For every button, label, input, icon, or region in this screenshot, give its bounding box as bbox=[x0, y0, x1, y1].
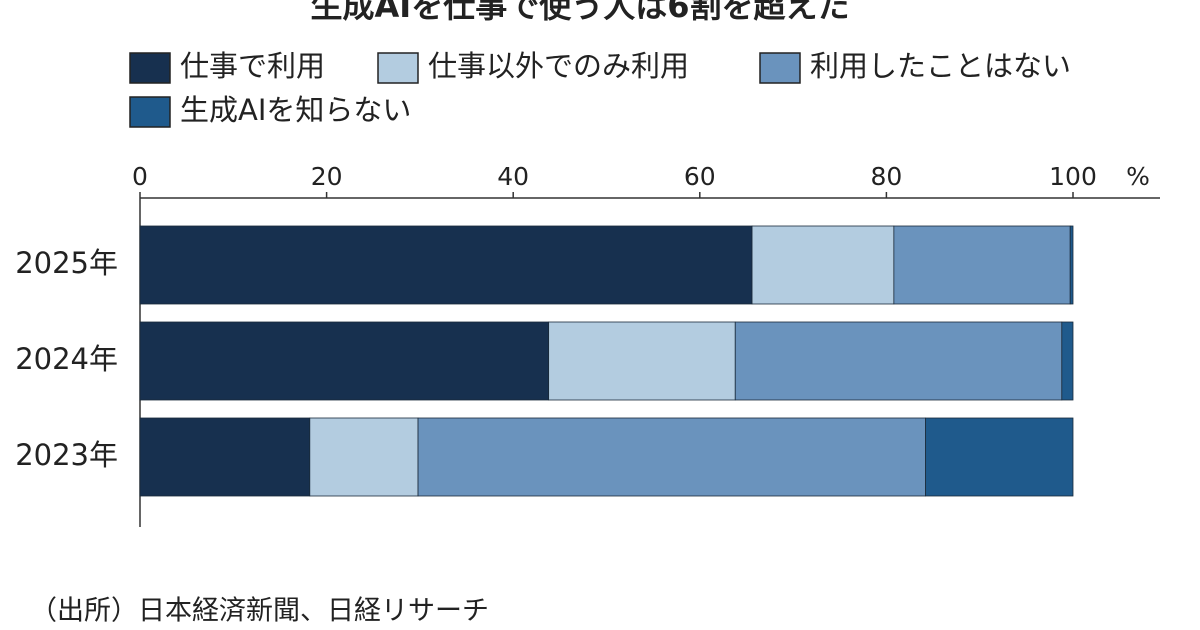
legend-swatch bbox=[759, 52, 801, 84]
bar-segment bbox=[139, 321, 550, 401]
bar-segment bbox=[925, 417, 1074, 497]
chart-title: 生成AIを仕事で使う人は6割を超えた bbox=[311, 0, 850, 25]
legend-label: 利用したことはない bbox=[810, 49, 1071, 83]
bar-segment bbox=[309, 417, 419, 497]
bar-segment bbox=[548, 321, 736, 401]
x-tick-label: 60 bbox=[684, 162, 716, 191]
legend-label: 仕事で利用 bbox=[180, 49, 325, 83]
x-tick-label: 20 bbox=[311, 162, 343, 191]
bar-segment bbox=[139, 225, 753, 305]
bar-segment bbox=[751, 225, 895, 305]
source: （出所）日本経済新聞、日経リサーチ bbox=[30, 596, 489, 627]
x-tick-label: 100 bbox=[1049, 162, 1097, 191]
bar-segment bbox=[893, 225, 1071, 305]
bar-segment bbox=[1069, 225, 1074, 305]
bar-segment bbox=[1061, 321, 1074, 401]
category-label: 2024年 bbox=[15, 342, 118, 376]
legend-swatch bbox=[129, 96, 171, 128]
bar-segment bbox=[417, 417, 926, 497]
legend-label: 仕事以外でのみ利用 bbox=[428, 49, 689, 83]
x-tick-label: 40 bbox=[497, 162, 529, 191]
x-tick-label: 0 bbox=[132, 162, 148, 191]
bar-segment bbox=[734, 321, 1063, 401]
category-label: 2025年 bbox=[15, 246, 118, 280]
x-axis-unit: % bbox=[1126, 162, 1150, 191]
legend-swatch bbox=[129, 52, 171, 84]
legend-label: 生成AIを知らない bbox=[180, 93, 411, 127]
bar-segment bbox=[139, 417, 311, 497]
category-label: 2023年 bbox=[15, 438, 118, 472]
legend-swatch bbox=[377, 52, 419, 84]
x-tick-label: 80 bbox=[870, 162, 902, 191]
